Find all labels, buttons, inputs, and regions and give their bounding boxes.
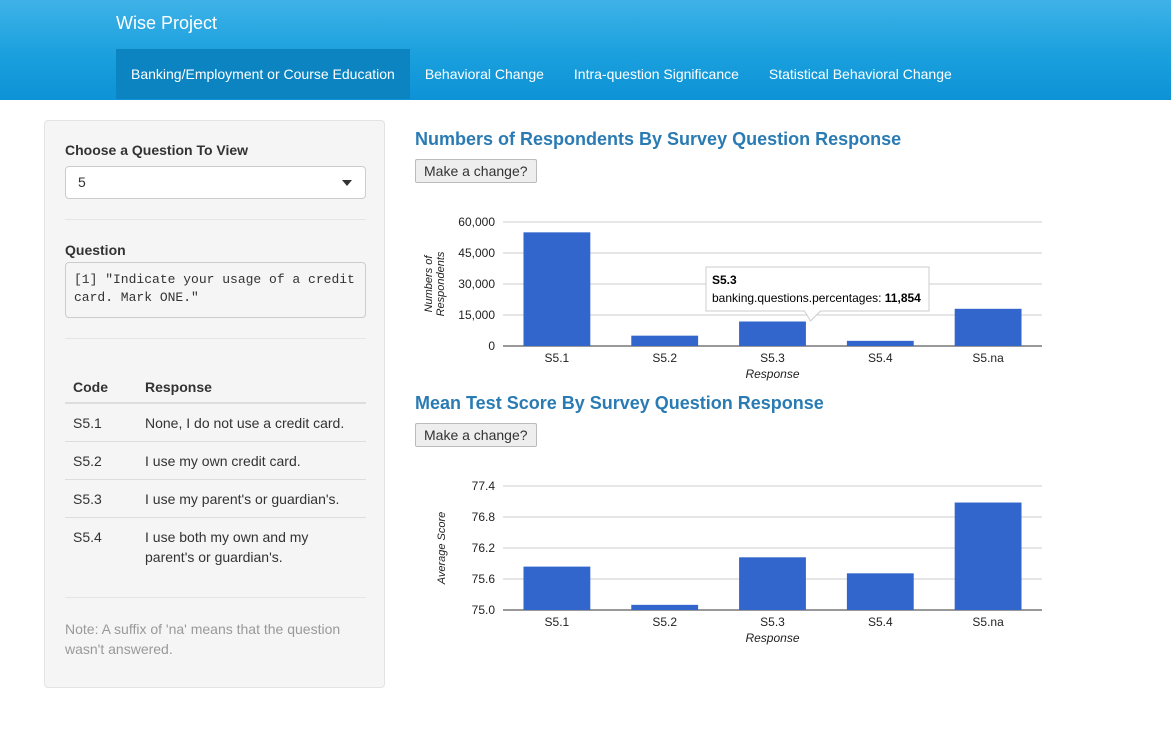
header-code: Code	[65, 371, 137, 404]
header-response: Response	[137, 371, 366, 404]
table-row: S5.4 I use both my own and my parent's o…	[65, 517, 366, 575]
brand-title[interactable]: Wise Project	[116, 13, 218, 33]
y-tick-label: 15,000	[458, 308, 495, 322]
code-cell: S5.4	[65, 517, 137, 575]
x-tick-label: S5.na	[972, 615, 1004, 629]
tab-statistical-behavioral-change[interactable]: Statistical Behavioral Change	[768, 66, 952, 82]
choose-question-label: Choose a Question To View	[65, 142, 249, 158]
make-change-button-1[interactable]: Make a change?	[415, 159, 537, 183]
tooltip-value-number: 11,854	[885, 291, 921, 305]
table-row: S5.2 I use my own credit card.	[65, 441, 366, 480]
y-tick-label: 77.4	[472, 479, 496, 493]
tab-behavioral-change[interactable]: Behavioral Change	[424, 66, 544, 82]
tooltip-category: S5.3	[712, 273, 737, 287]
response-cell: I use my own credit card.	[137, 441, 366, 480]
bar-s5-1[interactable]	[523, 566, 591, 610]
question-select[interactable]: 5	[65, 166, 366, 199]
y-tick-label: 75.6	[472, 572, 496, 586]
bar-s5-3[interactable]	[739, 321, 806, 346]
response-codes-table: Code Response S5.1 None, I do not use a …	[65, 371, 366, 575]
code-cell: S5.3	[65, 479, 137, 518]
bar-s5-na[interactable]	[954, 502, 1022, 610]
bar-s5-3[interactable]	[739, 557, 806, 610]
chart-tooltip: S5.3 banking.questions.percentages: 11,85…	[705, 266, 930, 322]
y-axis-label: Respondents	[435, 251, 447, 316]
respondents-chart-title: Numbers of Respondents By Survey Questio…	[415, 129, 902, 149]
tab-intra-question-significance[interactable]: Intra-question Significance	[573, 66, 739, 82]
x-tick-label: S5.1	[545, 615, 570, 629]
question-label: Question	[65, 242, 126, 258]
bar-s5-na[interactable]	[954, 308, 1022, 346]
code-cell: S5.2	[65, 441, 137, 480]
tooltip-series-name: banking.questions.percentages:	[712, 291, 885, 305]
response-cell: I use my parent's or guardian's.	[137, 479, 366, 518]
table-row: S5.3 I use my parent's or guardian's.	[65, 479, 366, 518]
bar-s5-4[interactable]	[846, 340, 914, 346]
make-change-button-2[interactable]: Make a change?	[415, 423, 537, 447]
x-tick-label: S5.3	[760, 351, 785, 365]
x-tick-label: S5.3	[760, 615, 785, 629]
x-axis-label: Response	[745, 631, 799, 645]
y-tick-label: 75.0	[472, 603, 496, 617]
y-axis-label: Numbers of	[423, 255, 435, 313]
mean-score-chart-title: Mean Test Score By Survey Question Respo…	[415, 393, 824, 413]
x-tick-label: S5.4	[868, 615, 893, 629]
question-select-value: 5	[78, 174, 86, 190]
x-tick-label: S5.4	[868, 351, 893, 365]
tooltip-box	[705, 266, 930, 322]
divider	[65, 597, 366, 598]
nav-tabs: Banking/Employment or Course Education B…	[116, 49, 967, 99]
y-tick-label: 45,000	[458, 246, 495, 260]
x-axis-label: Response	[745, 367, 799, 381]
question-text-box: [1] "Indicate your usage of a credit car…	[65, 262, 366, 318]
y-axis-label: Average Score	[436, 512, 448, 586]
divider	[65, 338, 366, 339]
x-tick-label: S5.2	[652, 351, 677, 365]
y-tick-label: 0	[488, 339, 495, 353]
x-tick-label: S5.na	[972, 351, 1004, 365]
table-row: S5.1 None, I do not use a credit card.	[65, 403, 366, 442]
code-cell: S5.1	[73, 415, 102, 431]
bar-s5-2[interactable]	[631, 335, 699, 346]
bar-s5-2[interactable]	[631, 604, 699, 610]
y-tick-label: 30,000	[458, 277, 495, 291]
na-suffix-note: Note: A suffix of 'na' means that the qu…	[65, 621, 341, 657]
response-cell: None, I do not use a credit card.	[145, 415, 345, 431]
caret-down-icon	[342, 180, 352, 186]
x-tick-label: S5.2	[652, 615, 677, 629]
divider	[65, 219, 366, 220]
x-tick-label: S5.1	[545, 351, 570, 365]
bar-s5-4[interactable]	[846, 573, 914, 610]
tab-banking-employment[interactable]: Banking/Employment or Course Education	[116, 49, 410, 99]
response-cell: I use both my own and my parent's or gua…	[137, 517, 366, 575]
y-tick-label: 60,000	[458, 215, 495, 229]
mean-score-bar-chart: 75.0 75.6 76.2 76.8 77.4 S5.1 S5.2 S5.3 S5.4 S5.n…	[436, 479, 1042, 645]
y-tick-label: 76.8	[472, 510, 496, 524]
navbar: Wise Project Banking/Employment or Cours…	[0, 0, 1171, 100]
sidebar-panel: Choose a Question To View 5 Question [1]…	[44, 120, 385, 688]
table-header-row: Code Response	[65, 371, 366, 404]
tooltip-value: banking.questions.percentages: 11,854	[712, 291, 921, 305]
y-tick-label: 76.2	[472, 541, 496, 555]
bar-s5-1[interactable]	[523, 232, 591, 346]
